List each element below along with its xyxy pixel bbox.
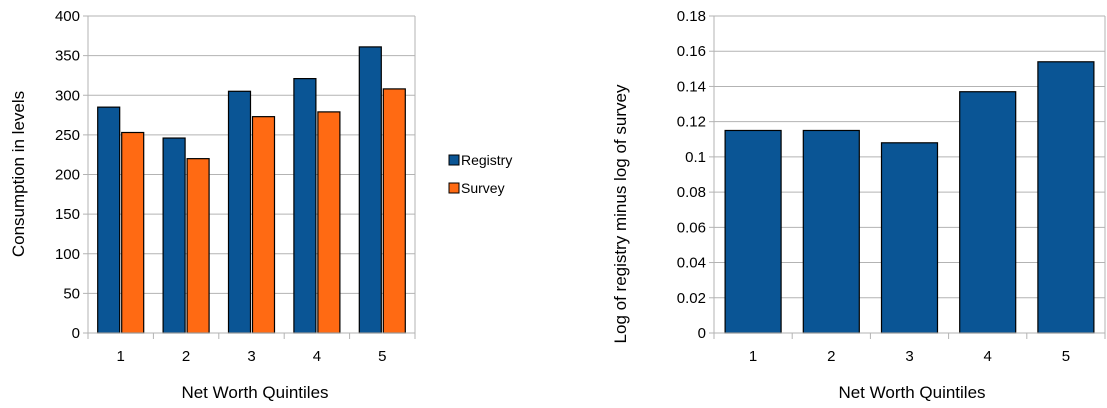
y-tick-label: 300 (55, 87, 80, 104)
y-tick-label: 0.06 (677, 219, 706, 236)
legend-swatch-survey (448, 182, 460, 194)
y-tick-label: 0.02 (677, 290, 706, 307)
y-tick-label: 0.16 (677, 43, 706, 60)
right-x-tick-labels: 1 2 3 4 5 (749, 348, 1070, 365)
legend-label-survey: Survey (461, 180, 505, 196)
log-difference-chart: 0 0.02 0.04 0.06 0.08 0.1 0.12 0.14 0.16 0.18 1 2 3… (611, 8, 1106, 402)
y-tick-label: 0.1 (685, 149, 706, 166)
x-tick-label: 1 (117, 348, 125, 365)
y-tick-label: 0.12 (677, 114, 706, 131)
y-tick-label: 0.18 (677, 8, 706, 25)
left-legend: Registry Survey (448, 152, 512, 196)
bar-value-1 (724, 129, 782, 334)
right-bars (724, 61, 1095, 334)
x-tick-label: 5 (1062, 348, 1070, 365)
bar-value-2 (802, 129, 860, 334)
left-bars (97, 46, 406, 334)
legend-swatch-registry (448, 154, 460, 166)
bar-registry-1 (97, 106, 121, 334)
bar-registry-3 (227, 90, 252, 334)
x-tick-label: 4 (313, 348, 321, 365)
consumption-levels-chart: 0 50 100 150 200 250 300 350 400 1 2 3 4 5 Net Worth… (9, 8, 512, 402)
x-tick-label: 3 (905, 348, 913, 365)
bar-registry-5 (358, 46, 382, 334)
y-tick-label: 0.04 (677, 255, 706, 272)
bar-registry-2 (162, 137, 186, 334)
bar-value-4 (959, 91, 1017, 334)
left-x-axis-title: Net Worth Quintiles (181, 383, 328, 402)
y-tick-label: 100 (55, 246, 80, 263)
x-tick-label: 5 (378, 348, 386, 365)
y-tick-label: 200 (55, 167, 80, 184)
x-tick-label: 4 (984, 348, 992, 365)
y-tick-label: 0 (72, 325, 80, 342)
right-y-tick-labels: 0 0.02 0.04 0.06 0.08 0.1 0.12 0.14 0.16 0.18 (677, 8, 706, 342)
left-axes (83, 15, 416, 339)
right-y-axis-title: Log of registry minus log of survey (611, 84, 630, 343)
bar-survey-3 (251, 116, 276, 334)
y-tick-label: 350 (55, 48, 80, 65)
x-tick-label: 1 (749, 348, 757, 365)
bar-value-3 (880, 142, 939, 334)
bar-registry-4 (293, 78, 317, 334)
x-tick-label: 2 (182, 348, 190, 365)
left-y-tick-labels: 0 50 100 150 200 250 300 350 400 (55, 8, 80, 342)
legend-label-registry: Registry (461, 152, 512, 168)
left-y-axis-title: Consumption in levels (9, 91, 28, 257)
right-axes (709, 15, 1106, 339)
x-tick-label: 2 (827, 348, 835, 365)
left-x-tick-labels: 1 2 3 4 5 (117, 348, 387, 365)
y-tick-label: 400 (55, 8, 80, 25)
y-tick-label: 0 (698, 325, 706, 342)
y-tick-label: 50 (63, 285, 80, 302)
bar-survey-2 (186, 158, 210, 334)
bar-survey-1 (121, 131, 145, 334)
bar-survey-4 (317, 111, 341, 334)
y-tick-label: 150 (55, 206, 80, 223)
right-x-axis-title: Net Worth Quintiles (838, 383, 985, 402)
y-tick-label: 250 (55, 127, 80, 144)
y-tick-label: 0.08 (677, 184, 706, 201)
bar-survey-5 (382, 88, 406, 334)
y-tick-label: 0.14 (677, 78, 706, 95)
bar-value-5 (1037, 61, 1095, 334)
x-tick-label: 3 (247, 348, 255, 365)
